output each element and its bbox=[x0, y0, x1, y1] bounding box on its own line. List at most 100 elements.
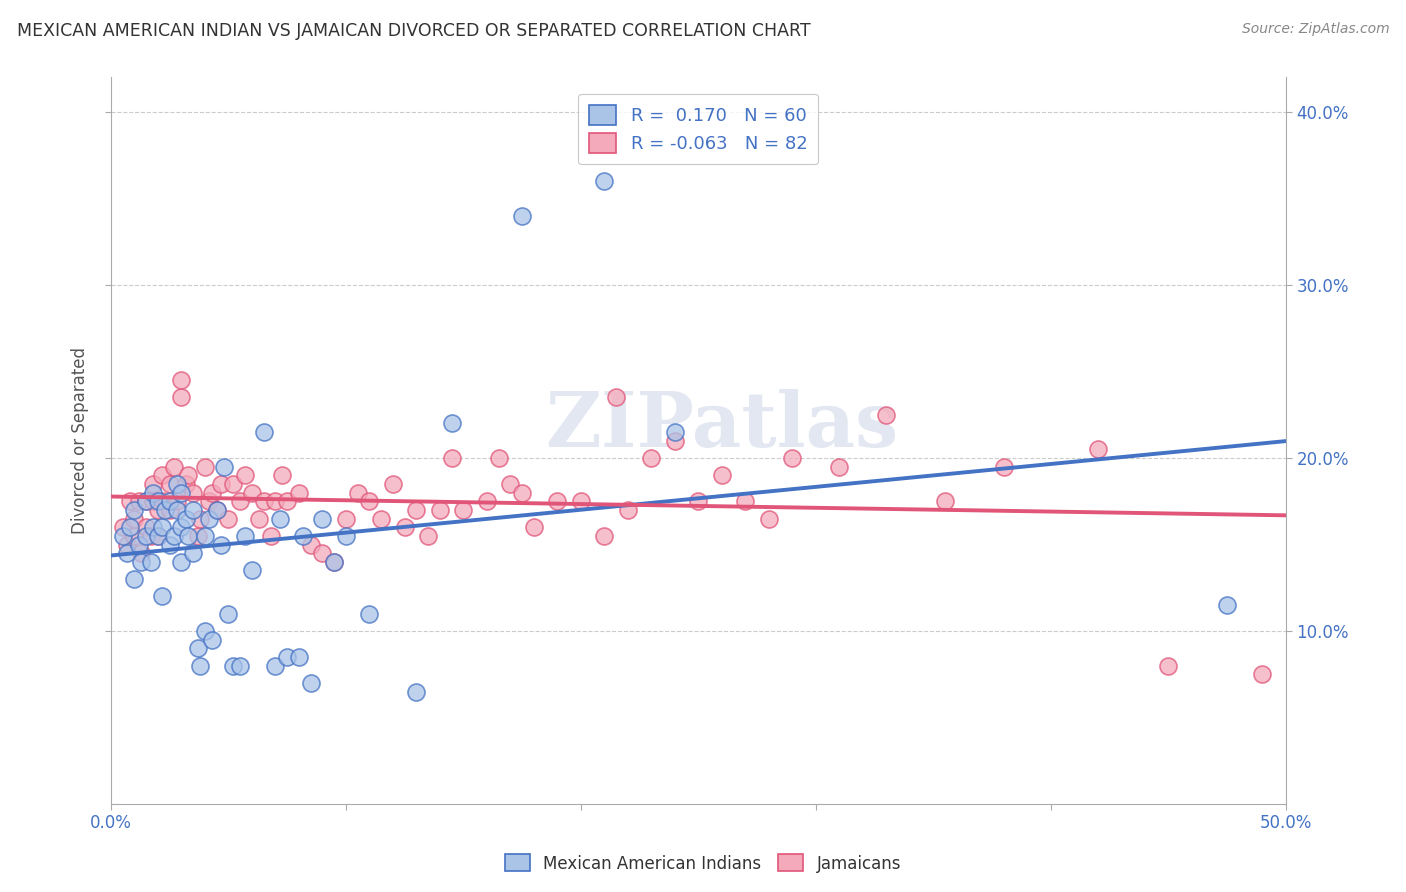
Point bbox=[159, 494, 181, 508]
Point bbox=[710, 468, 733, 483]
Point bbox=[1157, 658, 1180, 673]
Point bbox=[194, 529, 217, 543]
Point bbox=[359, 494, 381, 508]
Point bbox=[510, 209, 533, 223]
Point bbox=[1087, 442, 1109, 457]
Point bbox=[593, 174, 616, 188]
Legend: Mexican American Indians, Jamaicans: Mexican American Indians, Jamaicans bbox=[498, 847, 908, 880]
Point bbox=[159, 537, 181, 551]
Point bbox=[346, 485, 368, 500]
Point bbox=[188, 658, 211, 673]
Point bbox=[475, 494, 498, 508]
Point bbox=[131, 546, 153, 560]
Point bbox=[205, 503, 228, 517]
Point bbox=[217, 511, 239, 525]
Point bbox=[229, 658, 252, 673]
Point bbox=[264, 494, 287, 508]
Point bbox=[142, 494, 165, 508]
Text: MEXICAN AMERICAN INDIAN VS JAMAICAN DIVORCED OR SEPARATED CORRELATION CHART: MEXICAN AMERICAN INDIAN VS JAMAICAN DIVO… bbox=[17, 22, 810, 40]
Point bbox=[209, 537, 232, 551]
Point bbox=[828, 459, 851, 474]
Point bbox=[664, 425, 686, 439]
Point bbox=[222, 477, 245, 491]
Point bbox=[153, 503, 176, 517]
Point bbox=[177, 468, 200, 483]
Point bbox=[335, 529, 357, 543]
Point bbox=[240, 564, 263, 578]
Point bbox=[664, 434, 686, 448]
Point bbox=[118, 494, 141, 508]
Point bbox=[188, 511, 211, 525]
Legend: R =  0.170   N = 60, R = -0.063   N = 82: R = 0.170 N = 60, R = -0.063 N = 82 bbox=[578, 94, 818, 164]
Point bbox=[440, 417, 463, 431]
Point bbox=[181, 546, 204, 560]
Point bbox=[264, 658, 287, 673]
Point bbox=[640, 450, 662, 465]
Point bbox=[782, 450, 804, 465]
Text: ZIPatlas: ZIPatlas bbox=[546, 389, 898, 463]
Point bbox=[233, 468, 256, 483]
Point bbox=[440, 450, 463, 465]
Point bbox=[1251, 667, 1274, 681]
Point bbox=[252, 494, 274, 508]
Point bbox=[166, 477, 188, 491]
Point bbox=[170, 373, 193, 387]
Point bbox=[146, 503, 169, 517]
Point bbox=[546, 494, 568, 508]
Point bbox=[152, 468, 174, 483]
Point bbox=[299, 676, 322, 690]
Point bbox=[170, 485, 193, 500]
Text: Source: ZipAtlas.com: Source: ZipAtlas.com bbox=[1241, 22, 1389, 37]
Point bbox=[617, 503, 640, 517]
Point bbox=[247, 511, 270, 525]
Point bbox=[499, 477, 522, 491]
Point bbox=[194, 624, 217, 638]
Point bbox=[605, 391, 627, 405]
Point bbox=[111, 529, 134, 543]
Point bbox=[1216, 598, 1239, 612]
Point bbox=[152, 520, 174, 534]
Point bbox=[405, 503, 427, 517]
Point bbox=[170, 555, 193, 569]
Point bbox=[209, 477, 232, 491]
Point bbox=[593, 529, 616, 543]
Point bbox=[166, 503, 188, 517]
Point bbox=[159, 477, 181, 491]
Point bbox=[187, 529, 209, 543]
Point bbox=[163, 459, 186, 474]
Point bbox=[142, 485, 165, 500]
Point bbox=[166, 494, 188, 508]
Point bbox=[993, 459, 1015, 474]
Point bbox=[146, 529, 169, 543]
Point bbox=[122, 503, 145, 517]
Point bbox=[142, 520, 165, 534]
Point bbox=[276, 649, 298, 664]
Point bbox=[198, 511, 221, 525]
Point bbox=[934, 494, 956, 508]
Point bbox=[122, 572, 145, 586]
Point bbox=[135, 494, 157, 508]
Point bbox=[139, 555, 162, 569]
Point bbox=[259, 529, 281, 543]
Point bbox=[569, 494, 592, 508]
Point bbox=[488, 450, 510, 465]
Point bbox=[335, 511, 357, 525]
Point bbox=[453, 503, 475, 517]
Point bbox=[131, 555, 153, 569]
Point bbox=[128, 494, 150, 508]
Point bbox=[177, 529, 200, 543]
Point bbox=[152, 494, 174, 508]
Point bbox=[688, 494, 710, 508]
Point bbox=[292, 529, 315, 543]
Point bbox=[523, 520, 546, 534]
Point bbox=[135, 520, 157, 534]
Point bbox=[181, 485, 204, 500]
Point bbox=[163, 529, 186, 543]
Point bbox=[201, 485, 224, 500]
Y-axis label: Divorced or Separated: Divorced or Separated bbox=[72, 347, 89, 534]
Point bbox=[174, 511, 197, 525]
Point bbox=[152, 590, 174, 604]
Point bbox=[170, 391, 193, 405]
Point bbox=[299, 537, 322, 551]
Point bbox=[311, 546, 333, 560]
